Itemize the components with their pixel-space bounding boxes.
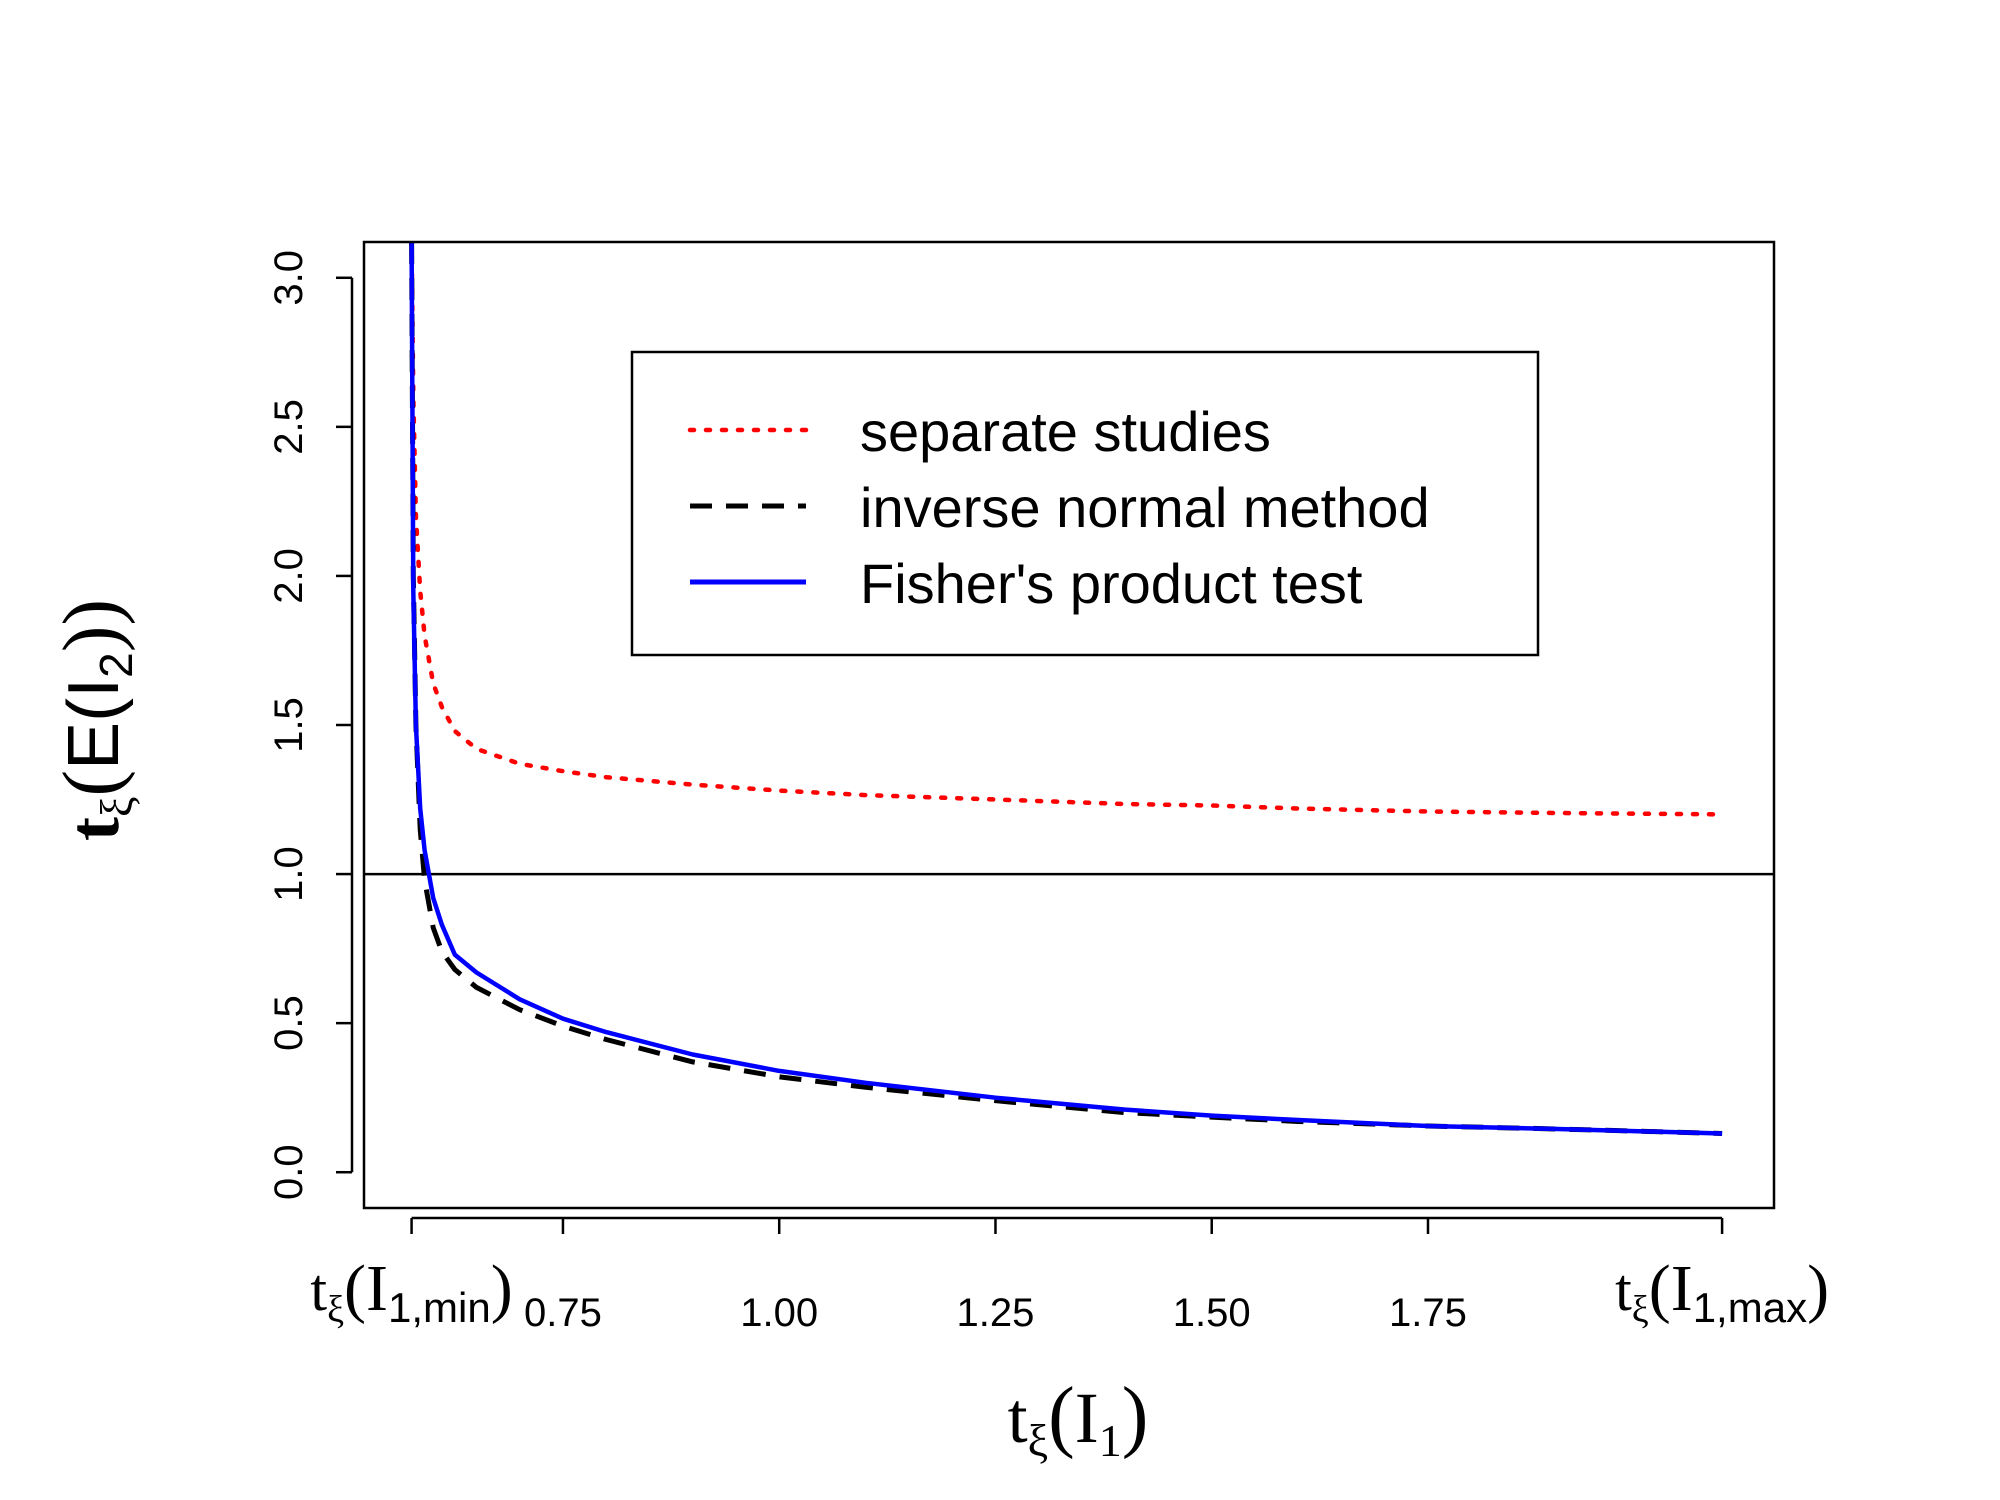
y-axis: 0.0 0.5 1.0 1.5 2.0 2.5 3.0 xyxy=(267,250,354,1200)
x-axis-title-var: I xyxy=(1075,1378,1099,1458)
x-tick-label: 1.00 xyxy=(740,1291,818,1335)
y-tick-label: 0.5 xyxy=(267,995,311,1051)
y-axis-title-func: E( xyxy=(54,698,134,770)
legend-label-fishers-product-test: Fisher's product test xyxy=(860,552,1363,615)
legend: separate studies inverse normal method F… xyxy=(630,350,1540,657)
series-line-fisher-s-product-test xyxy=(409,242,1723,1136)
x-tick-label: 0.75 xyxy=(524,1291,602,1335)
y-tick-label: 1.5 xyxy=(267,697,311,753)
y-axis-title: tξ(E(I2)) xyxy=(48,599,142,841)
svg-text:tξ(E(I2)): tξ(E(I2)) xyxy=(48,599,142,841)
legend-label-separate-studies: separate studies xyxy=(860,400,1271,463)
y-axis-title-var-sub: 2 xyxy=(90,652,142,678)
x-axis: tξ(I1,min) 0.75 1.00 1.25 1.50 1.75 tξ(I1,max) xyxy=(310,1216,1829,1335)
y-tick-label: 2.0 xyxy=(267,548,311,604)
x-tick-label: tξ(I1,min) xyxy=(310,1252,512,1331)
svg-text:tξ(I1): tξ(I1) xyxy=(1008,1372,1149,1466)
x-axis-title-sub: ξ xyxy=(1028,1415,1049,1466)
y-axis-title-close: )) xyxy=(48,599,136,652)
x-axis-title: tξ(I1) xyxy=(1008,1372,1149,1466)
legend-label-inverse-normal-method: inverse normal method xyxy=(860,476,1430,539)
x-axis-title-open: ( xyxy=(1048,1372,1075,1460)
y-axis-title-base: t xyxy=(54,817,134,841)
y-tick-label: 2.5 xyxy=(267,399,311,455)
x-axis-title-close: ) xyxy=(1122,1372,1149,1460)
x-axis-title-var-sub: 1 xyxy=(1099,1415,1122,1466)
x-tick-label: 1.25 xyxy=(957,1291,1035,1335)
y-tick-label: 3.0 xyxy=(267,250,311,306)
y-tick-label: 0.0 xyxy=(267,1144,311,1200)
y-axis-title-open: ( xyxy=(48,770,136,797)
y-tick-label: 1.0 xyxy=(267,846,311,902)
y-axis-title-sub: ξ xyxy=(91,797,142,818)
x-tick-label: tξ(I1,max) xyxy=(1615,1252,1829,1331)
series-line-separate-studies xyxy=(409,242,1725,817)
x-tick-label: 1.75 xyxy=(1389,1291,1467,1335)
plot-frame xyxy=(362,240,1776,1210)
y-axis-title-var: I xyxy=(54,678,134,698)
x-tick-label: 1.50 xyxy=(1173,1291,1251,1335)
x-axis-title-base: t xyxy=(1008,1378,1028,1458)
